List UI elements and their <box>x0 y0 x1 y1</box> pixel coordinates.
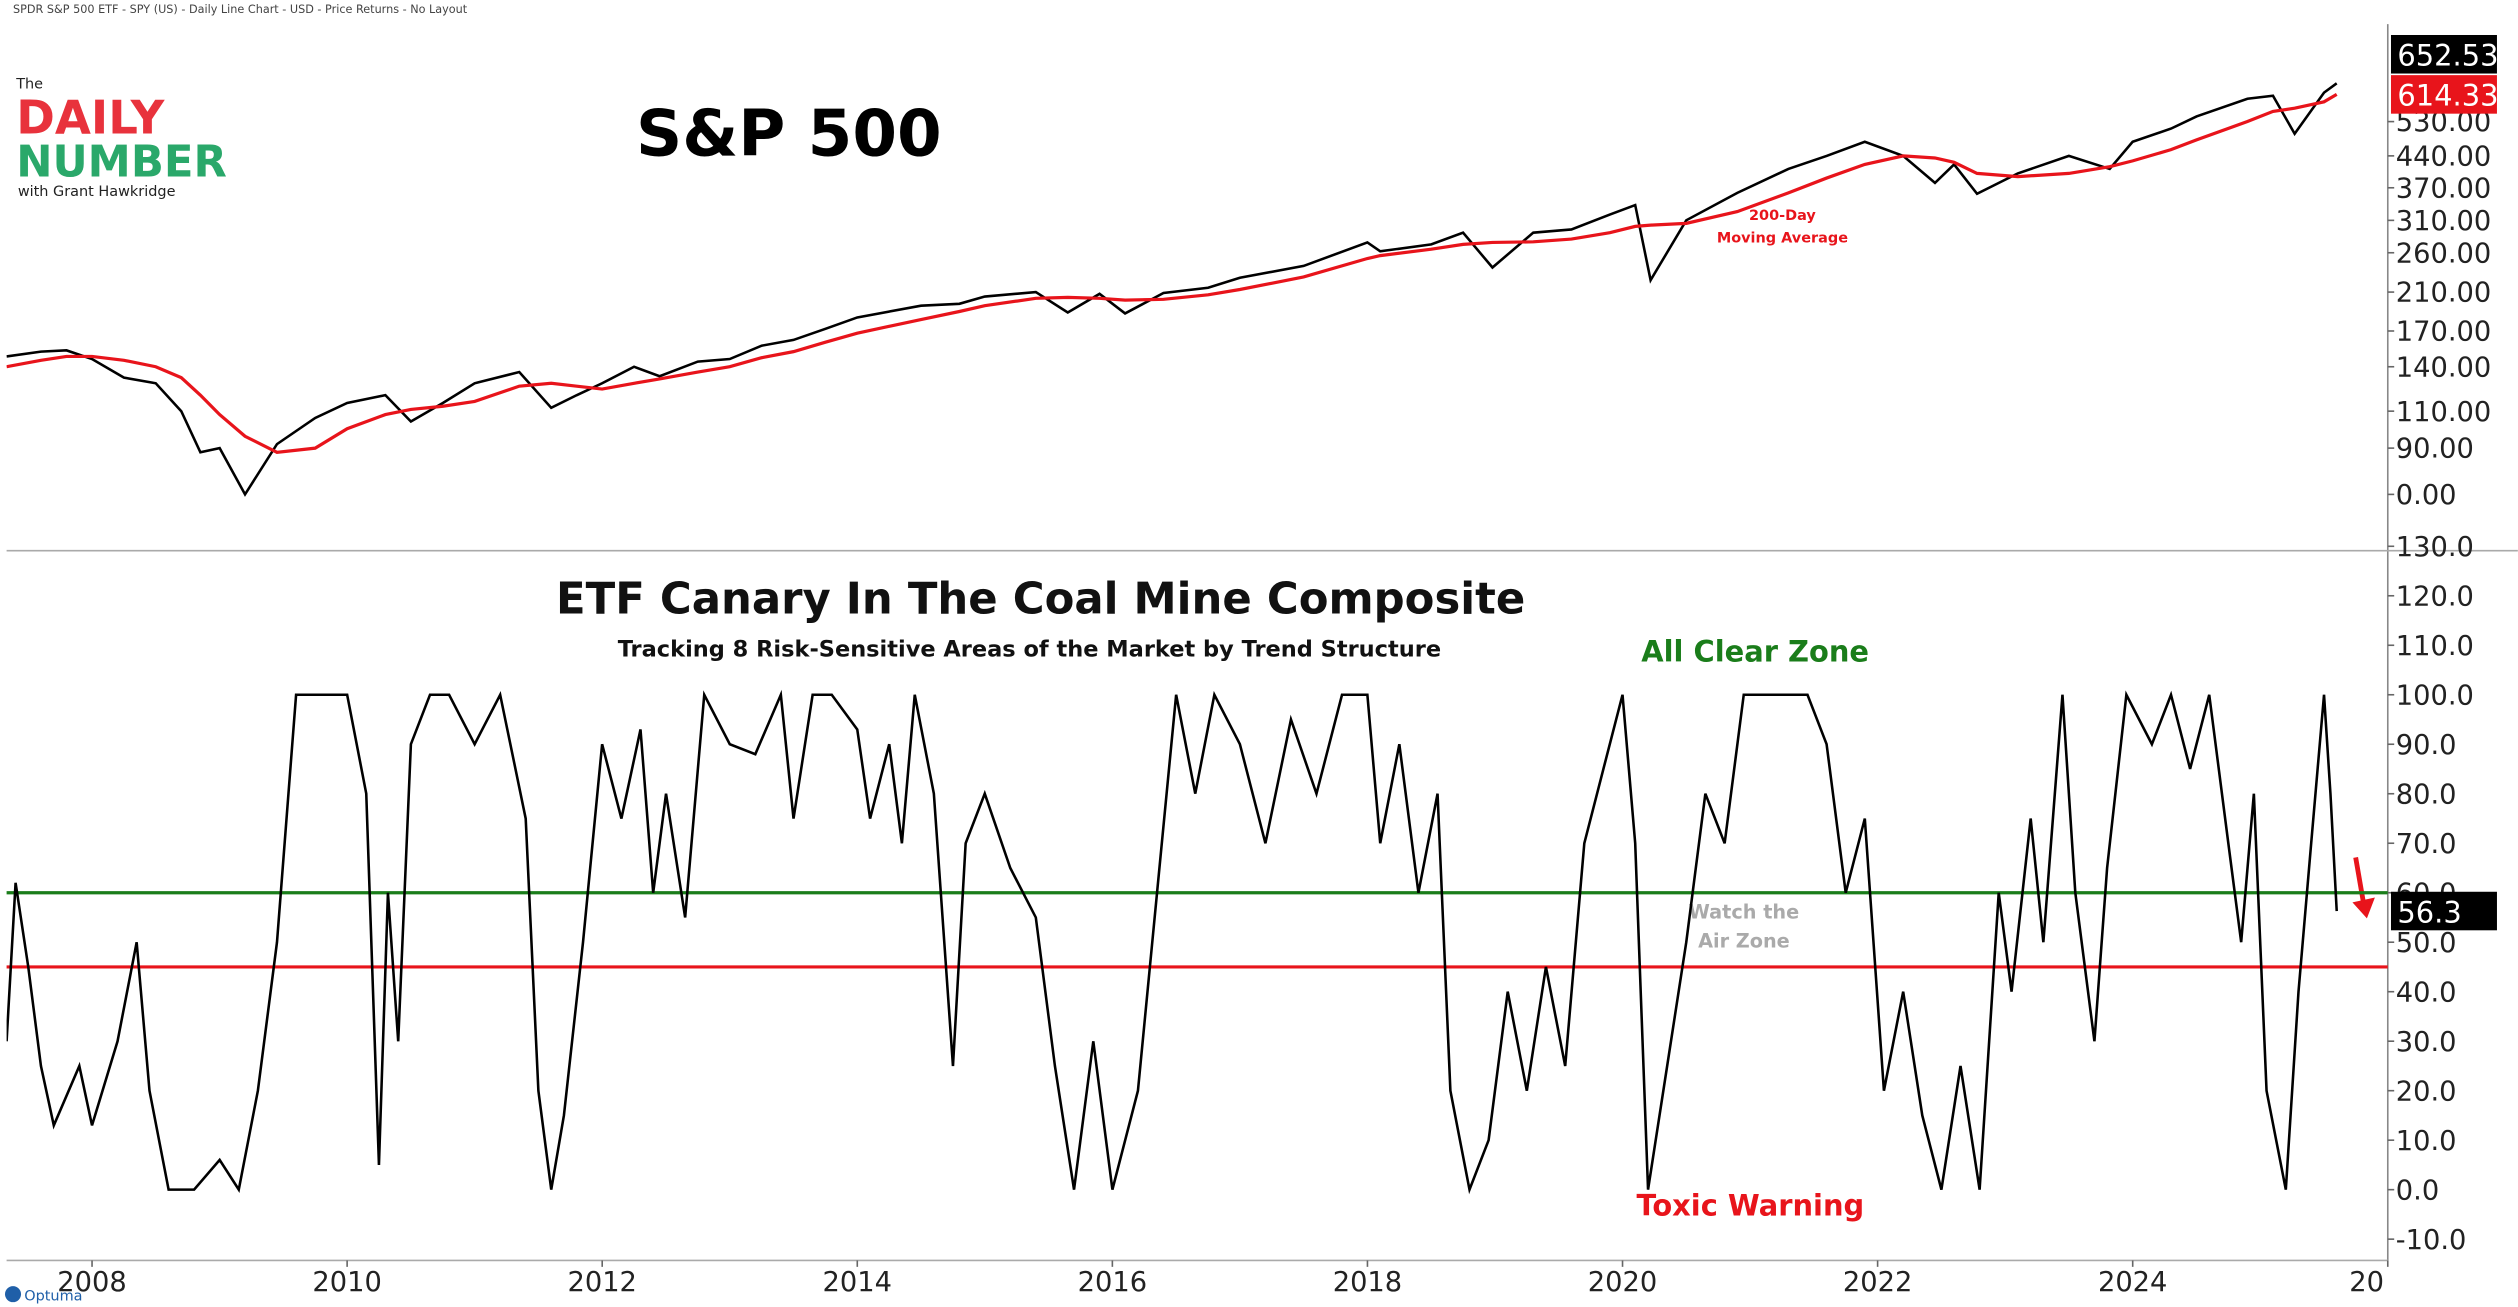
logo-word: DAILY <box>16 90 165 144</box>
y-tick-label: 140.00 <box>2396 352 2491 383</box>
last-value-box <box>2390 34 2497 74</box>
x-tick-label: 2022 <box>1843 1267 1912 1298</box>
y-tick-label: 260.00 <box>2396 238 2491 269</box>
y-tick-label: 70.0 <box>2396 829 2457 860</box>
y-tick-label: 0.0 <box>2396 1175 2439 1206</box>
x-tick-label: 20 <box>2349 1267 2384 1298</box>
y-tick-label: 90.0 <box>2396 730 2457 761</box>
header: SPDR S&P 500 ETF - SPY (US) - Daily Line… <box>13 3 468 16</box>
logo-small: The <box>15 76 43 92</box>
chart-title: S&P 500 <box>636 97 942 172</box>
y-tick-label: 370.00 <box>2396 173 2491 204</box>
y-tick-label: 210.00 <box>2396 278 2491 309</box>
y-tick-label: 80.0 <box>2396 779 2457 810</box>
brand-icon <box>4 1286 22 1303</box>
last-value-box <box>2390 891 2497 931</box>
y-tick-label: 30.0 <box>2396 1027 2457 1058</box>
x-tick-label: 2016 <box>1078 1267 1147 1298</box>
y-tick-label: 110.00 <box>2396 397 2491 428</box>
y-tick-label: 120.0 <box>2396 581 2474 612</box>
last-value-label: 614.33 <box>2397 79 2498 113</box>
last-value-box <box>2390 75 2497 114</box>
brand: Optuma <box>24 1289 82 1305</box>
x-tick-label: 2020 <box>1588 1267 1657 1298</box>
panel-subtitle: Tracking 8 Risk-Sensitive Areas of the M… <box>618 637 1441 663</box>
y-tick-label: 0.00 <box>2396 480 2457 511</box>
x-tick-label: 2008 <box>57 1267 126 1298</box>
y-tick-label: 310.00 <box>2396 206 2491 237</box>
logo-word: NUMBER <box>16 138 227 188</box>
y-tick-label: 100.0 <box>2396 680 2474 711</box>
series-line <box>6 93 2338 454</box>
y-tick-label: 20.0 <box>2396 1076 2457 1107</box>
y-tick-label: 110.0 <box>2396 631 2474 662</box>
x-tick-label: 2010 <box>312 1267 381 1298</box>
y-tick-label: 40.0 <box>2396 977 2457 1008</box>
panel-title: ETF Canary In The Coal Mine Composite <box>556 574 1525 624</box>
x-tick-label: 2012 <box>567 1267 636 1298</box>
series-line <box>6 689 2338 1195</box>
x-tick-label: 2024 <box>2098 1267 2167 1298</box>
annotation: Moving Average <box>1717 230 1848 246</box>
zone-label: All Clear Zone <box>1641 635 1869 669</box>
x-tick-label: 2018 <box>1333 1267 1402 1298</box>
arrow-head <box>2352 897 2375 919</box>
series-line <box>6 82 2338 497</box>
zone-label: Toxic Warning <box>1636 1188 1864 1222</box>
y-tick-label: 130.0 <box>2396 532 2474 563</box>
y-tick-label: 90.00 <box>2396 434 2474 465</box>
y-tick-label: 50.0 <box>2396 928 2457 959</box>
annotation: 200-Day <box>1749 208 1816 224</box>
y-tick-label: 10.0 <box>2396 1126 2457 1157</box>
zone-label: Watch the <box>1689 900 1800 923</box>
last-value-label: 652.53 <box>2397 39 2498 73</box>
y-tick-label: 170.00 <box>2396 317 2491 348</box>
logo-byline: with Grant Hawkridge <box>18 184 176 200</box>
arrow <box>2353 857 2367 905</box>
y-tick-label: -10.0 <box>2396 1225 2467 1256</box>
last-value-label: 56.3 <box>2397 895 2461 929</box>
zone-label: Air Zone <box>1698 929 1790 952</box>
y-tick-label: 440.00 <box>2396 142 2491 173</box>
x-tick-label: 2014 <box>823 1267 892 1298</box>
